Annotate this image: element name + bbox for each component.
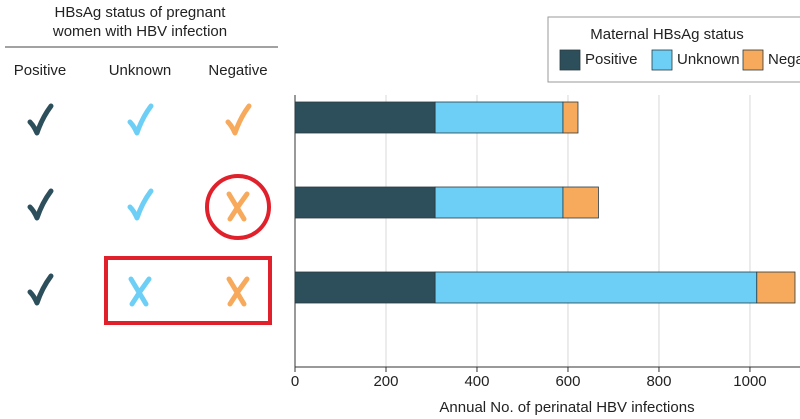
legend-swatch <box>651 49 673 71</box>
bar-segment <box>294 186 436 219</box>
highlight-circle <box>205 174 271 240</box>
bar-segment <box>756 271 796 304</box>
panel-title: HBsAg status of pregnant <box>55 4 227 21</box>
bar-segment <box>434 101 564 134</box>
legend-label: Unknown <box>677 51 740 68</box>
x-tick-label: 1000 <box>733 373 766 390</box>
x-tick-label: 600 <box>555 373 580 390</box>
legend-label: Positive <box>585 51 638 68</box>
legend-label: Negative <box>768 51 800 68</box>
panel-title: women with HBV infection <box>52 23 227 40</box>
legend: Maternal HBsAg status Positive Unknown Neg… <box>547 16 800 83</box>
bar-segment <box>562 101 579 134</box>
status-panel: HBsAg status of pregnant women with HBV … <box>5 4 278 325</box>
legend-title: Maternal HBsAg status <box>590 26 743 43</box>
bar-segment <box>434 271 758 304</box>
x-tick-label: 800 <box>646 373 671 390</box>
column-header: Negative <box>208 62 267 79</box>
highlight-box <box>104 256 272 325</box>
x-axis-title: Annual No. of perinatal HBV infections <box>439 399 694 416</box>
legend-swatch <box>742 49 764 71</box>
x-tick-label: 0 <box>291 373 299 390</box>
check-icon <box>30 276 51 303</box>
check-icon <box>130 106 151 133</box>
check-icon <box>130 191 151 218</box>
check-icon <box>30 191 51 218</box>
bar-segment <box>294 101 436 134</box>
bar-segment <box>294 271 436 304</box>
x-tick-label: 200 <box>373 373 398 390</box>
plot-area: 0 200 400 600 800 1000 <box>291 95 800 390</box>
bar-segment <box>434 186 564 219</box>
column-header: Unknown <box>109 62 172 79</box>
column-header: Positive <box>14 62 67 79</box>
cross-icon <box>229 279 247 304</box>
x-tick-label: 400 <box>464 373 489 390</box>
check-icon <box>228 106 249 133</box>
bar-segment <box>562 186 599 219</box>
legend-swatch <box>559 49 581 71</box>
legend-box <box>547 16 800 83</box>
cross-icon <box>131 279 149 304</box>
check-icon <box>30 106 51 133</box>
cross-icon <box>229 194 247 219</box>
